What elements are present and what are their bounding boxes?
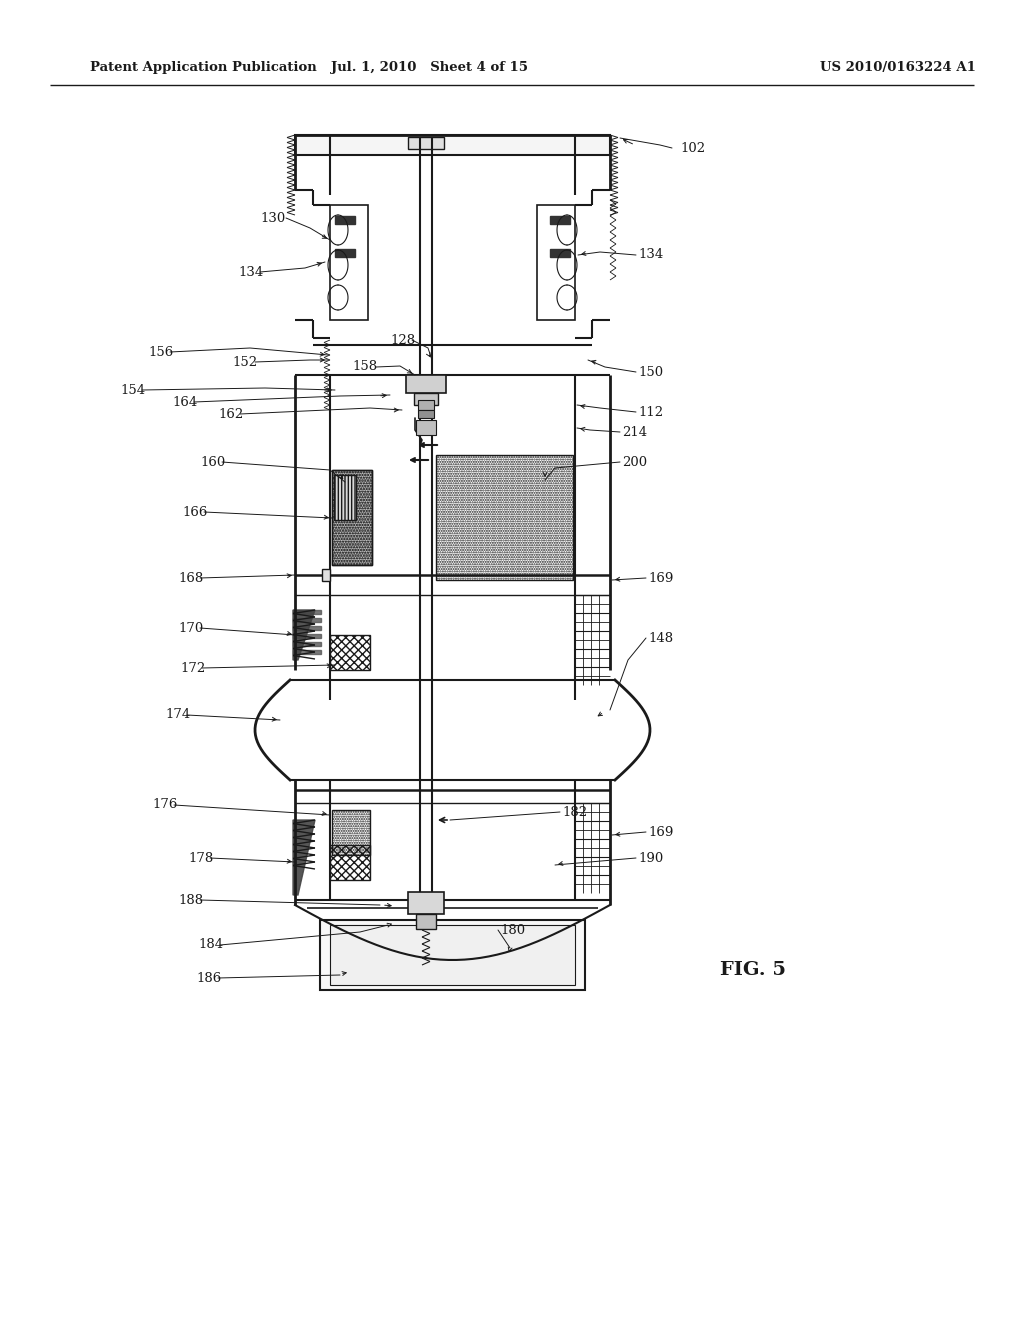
Bar: [436, 455, 573, 579]
Text: 134: 134: [238, 265, 263, 279]
Text: 158: 158: [352, 360, 377, 374]
Text: 130: 130: [260, 211, 286, 224]
Text: Jul. 1, 2010   Sheet 4 of 15: Jul. 1, 2010 Sheet 4 of 15: [332, 62, 528, 74]
Text: 180: 180: [500, 924, 525, 936]
Bar: [408, 892, 444, 913]
Text: 162: 162: [218, 408, 244, 421]
Text: 176: 176: [152, 799, 177, 812]
Polygon shape: [293, 820, 315, 895]
Text: 190: 190: [638, 851, 664, 865]
Polygon shape: [293, 626, 321, 630]
Text: 178: 178: [188, 851, 213, 865]
Bar: [330, 635, 370, 671]
Bar: [406, 375, 446, 393]
Text: US 2010/0163224 A1: US 2010/0163224 A1: [820, 62, 976, 74]
Text: 168: 168: [178, 572, 203, 585]
Bar: [330, 845, 370, 880]
Text: 128: 128: [390, 334, 415, 346]
Polygon shape: [335, 249, 355, 257]
Bar: [295, 135, 610, 154]
Text: 164: 164: [172, 396, 198, 408]
Text: 156: 156: [148, 346, 173, 359]
Polygon shape: [293, 610, 315, 660]
Bar: [416, 913, 436, 929]
Polygon shape: [293, 649, 321, 653]
Polygon shape: [293, 642, 321, 645]
Polygon shape: [293, 618, 321, 622]
Text: 150: 150: [638, 366, 664, 379]
Text: Patent Application Publication: Patent Application Publication: [90, 62, 316, 74]
Text: 169: 169: [648, 572, 674, 585]
Bar: [322, 569, 330, 581]
Polygon shape: [335, 216, 355, 224]
Text: FIG. 5: FIG. 5: [720, 961, 786, 979]
Text: 186: 186: [196, 972, 221, 985]
Text: 182: 182: [562, 805, 587, 818]
Bar: [418, 411, 434, 418]
Text: 166: 166: [182, 506, 208, 519]
Text: 200: 200: [622, 455, 647, 469]
Text: 172: 172: [180, 661, 205, 675]
Bar: [332, 470, 372, 565]
Text: 112: 112: [638, 405, 664, 418]
Polygon shape: [293, 634, 321, 638]
Text: 134: 134: [638, 248, 664, 261]
Text: 184: 184: [198, 939, 223, 952]
Polygon shape: [293, 610, 321, 614]
Polygon shape: [550, 216, 570, 224]
Text: 154: 154: [120, 384, 145, 396]
Bar: [416, 420, 436, 436]
Bar: [319, 920, 585, 990]
Text: 188: 188: [178, 894, 203, 907]
Bar: [537, 205, 575, 319]
Text: 170: 170: [178, 622, 203, 635]
Text: 174: 174: [165, 709, 190, 722]
Text: 148: 148: [648, 631, 673, 644]
Bar: [414, 393, 438, 405]
Bar: [418, 400, 434, 411]
Bar: [330, 205, 368, 319]
Bar: [332, 470, 372, 565]
Text: 169: 169: [648, 825, 674, 838]
Bar: [330, 925, 575, 985]
Text: 214: 214: [622, 425, 647, 438]
Text: 152: 152: [232, 355, 257, 368]
Polygon shape: [550, 249, 570, 257]
Bar: [408, 137, 444, 149]
Text: 102: 102: [680, 141, 706, 154]
Text: 160: 160: [200, 455, 225, 469]
Bar: [332, 810, 370, 855]
Bar: [334, 475, 356, 520]
